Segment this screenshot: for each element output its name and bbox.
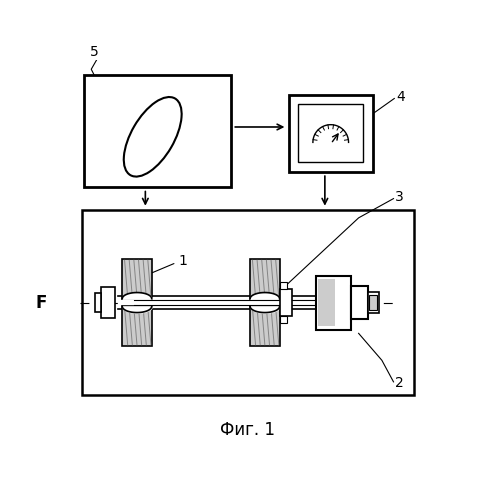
Bar (289, 94, 373, 172)
Bar (316, 276, 351, 330)
Bar (318, 280, 335, 326)
Ellipse shape (124, 97, 182, 176)
Text: 1: 1 (178, 254, 187, 268)
Text: 2: 2 (395, 376, 404, 390)
Text: Фиг. 1: Фиг. 1 (219, 420, 275, 438)
Bar (95, 294, 101, 312)
Text: 3: 3 (395, 190, 404, 204)
Bar (368, 292, 379, 314)
Bar (101, 287, 115, 318)
Bar (351, 286, 368, 320)
Bar (370, 295, 377, 310)
Text: 5: 5 (90, 46, 99, 60)
Bar (280, 288, 292, 316)
Bar (298, 104, 363, 162)
Text: 4: 4 (396, 90, 404, 104)
Bar (280, 316, 287, 324)
Text: F: F (36, 294, 47, 312)
Bar (122, 258, 152, 298)
Bar (280, 282, 287, 290)
Bar (250, 306, 280, 346)
Bar (82, 210, 414, 395)
Bar (250, 258, 280, 298)
Bar (122, 306, 152, 346)
Bar (83, 76, 231, 187)
